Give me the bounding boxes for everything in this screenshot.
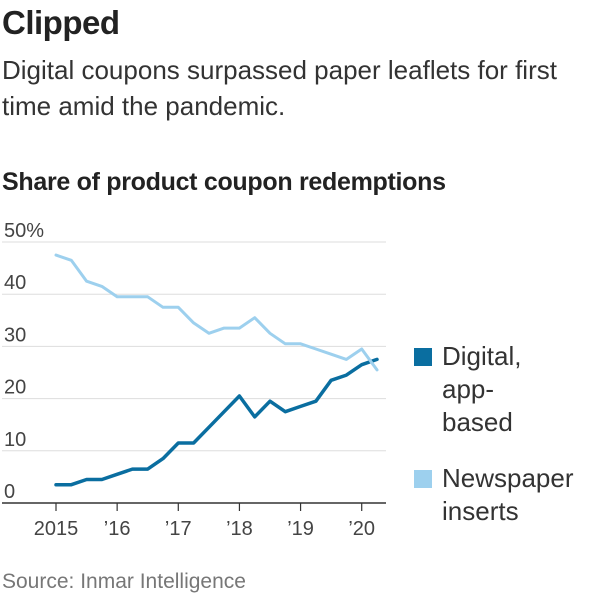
x-tick-label-2019: ’19 — [287, 518, 314, 540]
x-tick-label-2015: 2015 — [34, 518, 79, 540]
legend-newspaper-line-2: inserts — [442, 496, 519, 526]
chart-title: Share of product coupon redemptions — [2, 168, 446, 196]
legend-digital-line-2: app- — [442, 374, 495, 404]
series-line-digital — [54, 357, 379, 487]
legend-label-digital: Digital, app- based — [442, 340, 521, 439]
x-tick-label-2020: ’20 — [348, 518, 375, 540]
y-tick-label-30: 30 — [4, 324, 26, 346]
series-lines — [54, 253, 379, 487]
legend-swatch-newspaper — [414, 470, 432, 488]
source-note: Source: Inmar Intelligence — [2, 570, 246, 593]
line-chart: 50% 40 30 20 10 0 2015 ’16 ’17 ’18 ’19 ’20 — [2, 220, 386, 540]
y-tick-label-10: 10 — [4, 429, 26, 451]
legend-swatch-digital — [414, 348, 432, 366]
y-tick-label-50: 50% — [4, 220, 44, 242]
y-tick-label-20: 20 — [4, 377, 26, 399]
legend-item-newspaper: Newspaper inserts — [414, 462, 574, 528]
y-tick-label-0: 0 — [4, 481, 15, 503]
x-tick-label-2016: ’16 — [104, 518, 131, 540]
legend-item-digital: Digital, app- based — [414, 340, 521, 439]
legend-digital-line-1: Digital, — [442, 341, 522, 371]
y-tick-label-40: 40 — [4, 272, 26, 294]
gridlines — [2, 241, 386, 452]
legend-newspaper-line-1: Newspaper — [442, 463, 574, 493]
x-tick-label-2018: ’18 — [226, 518, 253, 540]
dek: Digital coupons surpassed paper leaflets… — [2, 55, 557, 121]
x-axis: 2015 ’16 ’17 ’18 ’19 ’20 — [2, 502, 386, 540]
legend-digital-line-3: based — [442, 407, 513, 437]
headline: Clipped — [2, 4, 120, 41]
series-line-newspaper — [54, 253, 379, 372]
x-tick-label-2017: ’17 — [165, 518, 192, 540]
y-axis-labels: 50% 40 30 20 10 0 — [4, 220, 44, 503]
legend-label-newspaper: Newspaper inserts — [442, 462, 574, 528]
